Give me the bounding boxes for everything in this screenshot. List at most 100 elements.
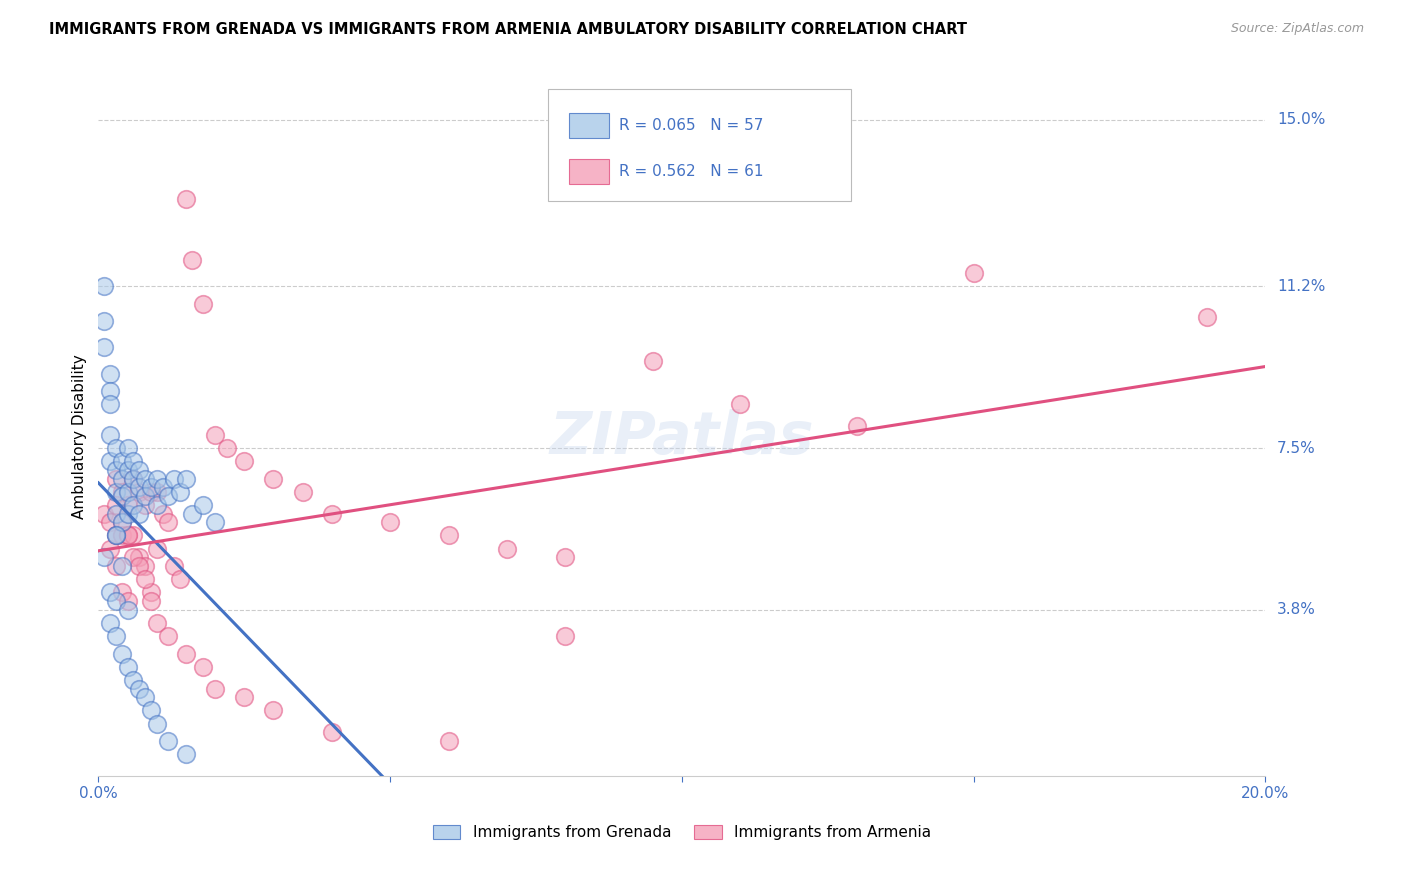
Point	[104, 498, 127, 512]
Point	[139, 480, 162, 494]
Point	[437, 734, 460, 748]
Point	[204, 516, 226, 530]
Point	[163, 559, 186, 574]
Text: 11.2%: 11.2%	[1277, 278, 1326, 293]
Point	[111, 528, 134, 542]
Y-axis label: Ambulatory Disability: Ambulatory Disability	[72, 355, 87, 519]
Point	[98, 397, 121, 411]
Point	[104, 528, 127, 542]
Point	[139, 585, 162, 599]
Point	[496, 541, 519, 556]
Point	[139, 484, 162, 499]
Point	[111, 516, 134, 530]
Point	[193, 296, 215, 310]
Point	[380, 516, 402, 530]
Point	[111, 585, 134, 599]
Point	[146, 541, 169, 556]
Point	[152, 507, 174, 521]
Point	[846, 419, 869, 434]
Point	[146, 716, 169, 731]
Point	[111, 489, 134, 503]
Point	[98, 428, 121, 442]
Point	[134, 472, 156, 486]
Point	[180, 252, 202, 267]
Point	[104, 594, 127, 608]
Point	[122, 498, 145, 512]
Point	[104, 528, 127, 542]
Point	[122, 550, 145, 565]
Point	[117, 484, 139, 499]
Point	[128, 550, 150, 565]
Point	[174, 647, 197, 661]
Point	[111, 559, 134, 574]
Text: 3.8%: 3.8%	[1277, 602, 1316, 617]
Point	[98, 516, 121, 530]
Point	[174, 192, 197, 206]
Point	[128, 484, 150, 499]
Point	[174, 747, 197, 761]
Point	[193, 659, 215, 673]
Point	[104, 472, 127, 486]
Text: Source: ZipAtlas.com: Source: ZipAtlas.com	[1230, 22, 1364, 36]
Point	[204, 681, 226, 696]
Point	[117, 507, 139, 521]
Point	[193, 498, 215, 512]
Point	[104, 507, 127, 521]
Text: R = 0.562   N = 61: R = 0.562 N = 61	[619, 163, 763, 178]
Point	[111, 472, 134, 486]
Point	[157, 734, 180, 748]
Point	[117, 528, 139, 542]
Point	[157, 516, 180, 530]
Point	[128, 559, 150, 574]
Point	[139, 594, 162, 608]
Point	[134, 690, 156, 705]
Point	[169, 572, 191, 586]
Point	[134, 572, 156, 586]
Point	[104, 629, 127, 643]
Point	[111, 516, 134, 530]
Point	[93, 314, 115, 328]
Point	[1195, 310, 1218, 324]
Point	[104, 463, 127, 477]
Point	[111, 647, 134, 661]
Point	[128, 480, 150, 494]
Point	[117, 463, 139, 477]
Point	[321, 507, 343, 521]
Point	[146, 472, 169, 486]
Point	[128, 507, 150, 521]
Point	[641, 353, 664, 368]
Point	[291, 484, 314, 499]
Point	[93, 550, 115, 565]
Point	[93, 507, 115, 521]
Legend: Immigrants from Grenada, Immigrants from Armenia: Immigrants from Grenada, Immigrants from…	[427, 819, 936, 847]
Point	[233, 454, 256, 468]
Text: 15.0%: 15.0%	[1277, 112, 1326, 128]
Point	[180, 507, 202, 521]
Point	[117, 498, 139, 512]
Point	[437, 528, 460, 542]
Point	[104, 441, 127, 455]
Point	[122, 454, 145, 468]
Text: R = 0.065   N = 57: R = 0.065 N = 57	[619, 119, 763, 134]
Point	[157, 489, 180, 503]
Point	[128, 681, 150, 696]
Point	[98, 615, 121, 630]
Point	[93, 279, 115, 293]
Point	[262, 703, 284, 717]
Point	[98, 541, 121, 556]
Point	[98, 384, 121, 399]
Point	[233, 690, 256, 705]
Point	[98, 367, 121, 381]
Point	[117, 603, 139, 617]
Point	[146, 484, 169, 499]
Point	[157, 629, 180, 643]
Point	[174, 472, 197, 486]
Point	[139, 703, 162, 717]
Point	[104, 528, 127, 542]
Point	[146, 615, 169, 630]
Point	[117, 528, 139, 542]
Point	[98, 585, 121, 599]
Point	[93, 340, 115, 354]
Point	[122, 472, 145, 486]
Point	[169, 484, 191, 499]
